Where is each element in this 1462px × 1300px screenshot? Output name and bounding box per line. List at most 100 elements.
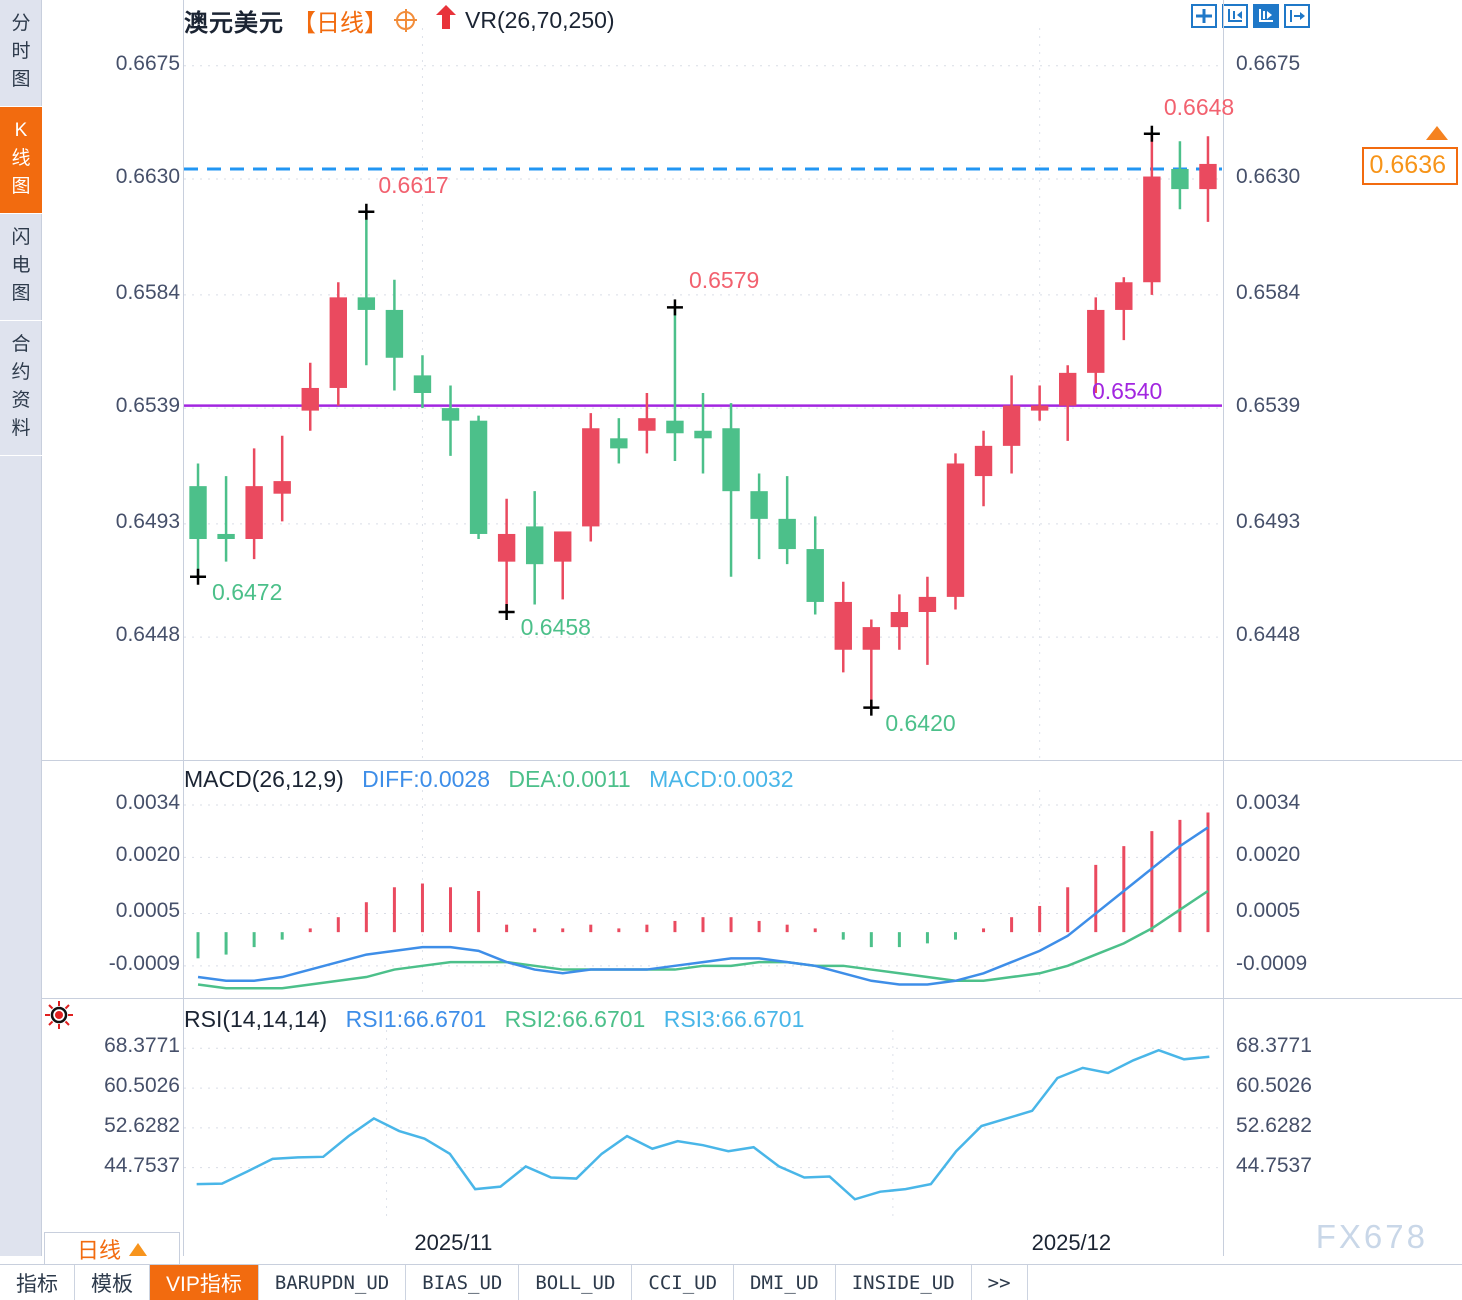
macd-macd-value: MACD:0.0032	[649, 766, 794, 792]
sidebar-item-lightning-chart[interactable]: 闪电图	[0, 214, 42, 321]
panel-separator	[42, 760, 1462, 761]
chart-toolbar	[1191, 4, 1310, 28]
cci-ud-button[interactable]: CCI_UD	[632, 1265, 735, 1300]
rsi-ytick-left: 60.5026	[104, 1074, 180, 1098]
swing-high-label: 0.6617	[378, 171, 449, 198]
boll-ud-button[interactable]: BOLL_UD	[519, 1265, 633, 1300]
price-ytick-right: 0.6675	[1236, 51, 1301, 75]
indicator-button[interactable]: 指标	[0, 1265, 75, 1300]
sidebar-item-label: 图	[11, 283, 31, 304]
template-button[interactable]: 模板	[75, 1265, 150, 1300]
price-ytick-right: 0.6539	[1236, 394, 1301, 418]
price-ytick-left: 0.6539	[115, 394, 180, 418]
up-arrow-icon	[435, 4, 457, 37]
axis-separator	[1223, 0, 1224, 1256]
macd-ytick-left: -0.0009	[108, 951, 180, 975]
rsi-ytick-right: 60.5026	[1236, 1074, 1312, 1098]
barupdn-ud-button[interactable]: BARUPDN_UD	[259, 1265, 407, 1300]
price-level-label: 0.6540	[1092, 377, 1163, 404]
bias-ud-button[interactable]: BIAS_UD	[406, 1265, 520, 1300]
axis-separator	[183, 0, 184, 1256]
sidebar-item-label: 时	[11, 41, 31, 62]
indicator-name: VR(26,70,250)	[465, 6, 615, 33]
macd-dea-value: DEA:0.0011	[508, 766, 631, 792]
macd-ytick-left: 0.0005	[115, 899, 180, 923]
sidebar-item-label: 合	[11, 334, 31, 355]
rsi2-value: RSI2:66.6701	[504, 1006, 646, 1032]
sidebar-item-label: 资	[11, 390, 31, 411]
watermark: FX678	[1315, 1218, 1428, 1255]
macd-ytick-right: 0.0005	[1236, 899, 1301, 923]
price-ytick-left: 0.6675	[115, 51, 180, 75]
rsi-ytick-right: 52.6282	[1236, 1113, 1312, 1137]
swing-low-label: 0.6472	[212, 578, 283, 605]
bottom-toolbar: 指标 模板 VIP指标 BARUPDN_UD BIAS_UD BOLL_UD CCI_UD D…	[0, 1264, 1462, 1300]
rsi-ytick-right: 68.3771	[1236, 1034, 1312, 1058]
price-ytick-right: 0.6493	[1236, 509, 1301, 533]
chart-header: 澳元美元 【日线】 VR(26,70,250)	[184, 4, 615, 37]
current-price-tag: 0.6636	[1361, 147, 1458, 185]
more-button[interactable]: >>	[972, 1265, 1028, 1300]
period-selector-label: 日线	[76, 1238, 121, 1263]
symbol-name: 澳元美元	[184, 9, 284, 37]
swing-low-label: 0.6458	[520, 614, 591, 640]
chart-area: 澳元美元 【日线】 VR(26,70,250)	[42, 0, 1462, 1300]
macd-ytick-right: 0.0034	[1236, 790, 1301, 814]
rsi-title: RSI(14,14,14) RSI1:66.6701 RSI2:66.6701 …	[184, 1006, 804, 1033]
rsi-series	[184, 1030, 1222, 1222]
fullscreen-icon[interactable]	[1284, 4, 1310, 28]
rsi-ytick-right: 44.7537	[1236, 1153, 1312, 1177]
macd-label: MACD(26,12,9)	[184, 766, 344, 792]
swing-high-label: 0.6579	[688, 267, 760, 294]
crosshair-move-icon[interactable]	[1191, 4, 1217, 28]
macd-ytick-right: 0.0020	[1236, 843, 1301, 867]
sidebar-item-label: 图	[11, 176, 31, 197]
rsi1-value: RSI1:66.6701	[345, 1006, 487, 1032]
macd-ytick-left: 0.0020	[115, 843, 180, 867]
sidebar-item-label: 闪	[11, 227, 31, 248]
symbol-period: 【日线】	[292, 9, 388, 37]
price-up-arrow-icon	[1426, 126, 1448, 140]
price-ytick-left: 0.6493	[115, 509, 180, 533]
crosshair-circle-icon[interactable]	[394, 8, 417, 32]
macd-series	[184, 790, 1222, 992]
sidebar-item-timeshare-chart[interactable]: 分时图	[0, 0, 42, 107]
macd-title: MACD(26,12,9) DIFF:0.0028 DEA:0.0011 MAC…	[184, 766, 794, 793]
up-triangle-icon	[129, 1242, 147, 1256]
sidebar-item-contract-info[interactable]: 合约资料	[0, 321, 42, 456]
swing-high-label: 0.6648	[1163, 93, 1235, 120]
rsi-label: RSI(14,14,14)	[184, 1006, 328, 1032]
sidebar-item-label: 图	[11, 69, 31, 90]
vip-indicator-button[interactable]: VIP指标	[150, 1265, 259, 1300]
sidebar-item-label: 料	[11, 418, 31, 439]
price-candles	[184, 28, 1222, 758]
rsi-ytick-left: 68.3771	[104, 1034, 180, 1058]
price-ytick-left: 0.6448	[115, 623, 180, 647]
x-axis-label-2: 2025/12	[1031, 1230, 1112, 1255]
dmi-ud-button[interactable]: DMI_UD	[734, 1265, 836, 1300]
sidebar-item-label: K	[14, 120, 28, 141]
alert-sun-icon[interactable]	[44, 1000, 74, 1030]
price-ytick-left: 0.6584	[115, 280, 180, 304]
axis-right-icon[interactable]	[1253, 4, 1279, 28]
sidebar-item-label: 电	[11, 255, 31, 276]
rsi-ytick-left: 44.7537	[104, 1153, 180, 1177]
sidebar-item-label: 约	[11, 362, 31, 383]
period-selector[interactable]: 日线	[44, 1232, 180, 1266]
sidebar-item-label: 分	[11, 13, 31, 34]
price-ytick-left: 0.6630	[115, 165, 180, 189]
inside-ud-button[interactable]: INSIDE_UD	[836, 1265, 972, 1300]
macd-ytick-right: -0.0009	[1236, 951, 1308, 975]
price-ytick-right: 0.6448	[1236, 623, 1301, 647]
x-axis-label-1: 2025/11	[414, 1230, 493, 1255]
price-ytick-right: 0.6630	[1236, 165, 1301, 189]
price-ytick-right: 0.6584	[1236, 280, 1301, 304]
sidebar-item-label: 线	[11, 148, 31, 169]
swing-low-label: 0.6420	[885, 709, 956, 736]
rsi-ytick-left: 52.6282	[104, 1113, 180, 1137]
panel-separator	[42, 998, 1462, 999]
macd-ytick-left: 0.0034	[115, 790, 180, 814]
macd-diff-value: DIFF:0.0028	[362, 766, 491, 792]
